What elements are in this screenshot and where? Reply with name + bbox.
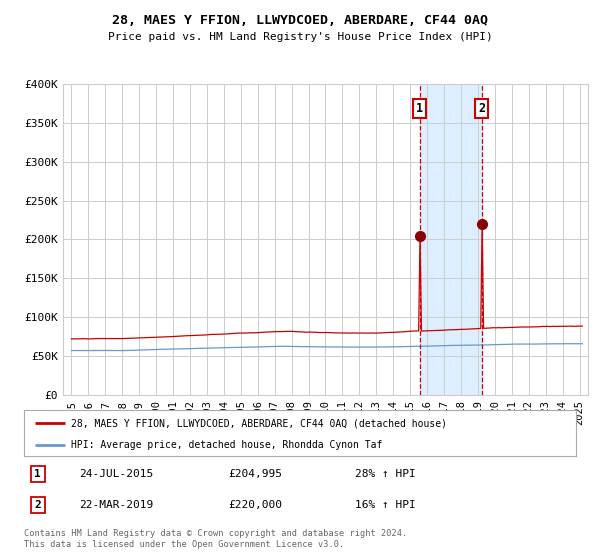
Text: 28% ↑ HPI: 28% ↑ HPI	[355, 469, 416, 479]
Text: 28, MAES Y FFION, LLWYDCOED, ABERDARE, CF44 0AQ: 28, MAES Y FFION, LLWYDCOED, ABERDARE, C…	[112, 14, 488, 27]
Text: Price paid vs. HM Land Registry's House Price Index (HPI): Price paid vs. HM Land Registry's House …	[107, 32, 493, 43]
Text: Contains HM Land Registry data © Crown copyright and database right 2024.
This d: Contains HM Land Registry data © Crown c…	[24, 529, 407, 549]
Text: £220,000: £220,000	[228, 500, 282, 510]
Bar	[419, 84, 482, 395]
Text: 24-JUL-2015: 24-JUL-2015	[79, 469, 154, 479]
Text: 16% ↑ HPI: 16% ↑ HPI	[355, 500, 416, 510]
Text: HPI: Average price, detached house, Rhondda Cynon Taf: HPI: Average price, detached house, Rhon…	[71, 440, 382, 450]
Text: 1: 1	[416, 102, 423, 115]
Text: 2: 2	[34, 500, 41, 510]
Text: 1: 1	[34, 469, 41, 479]
Text: £204,995: £204,995	[228, 469, 282, 479]
Text: 22-MAR-2019: 22-MAR-2019	[79, 500, 154, 510]
Text: 2: 2	[478, 102, 485, 115]
Text: 28, MAES Y FFION, LLWYDCOED, ABERDARE, CF44 0AQ (detached house): 28, MAES Y FFION, LLWYDCOED, ABERDARE, C…	[71, 418, 447, 428]
